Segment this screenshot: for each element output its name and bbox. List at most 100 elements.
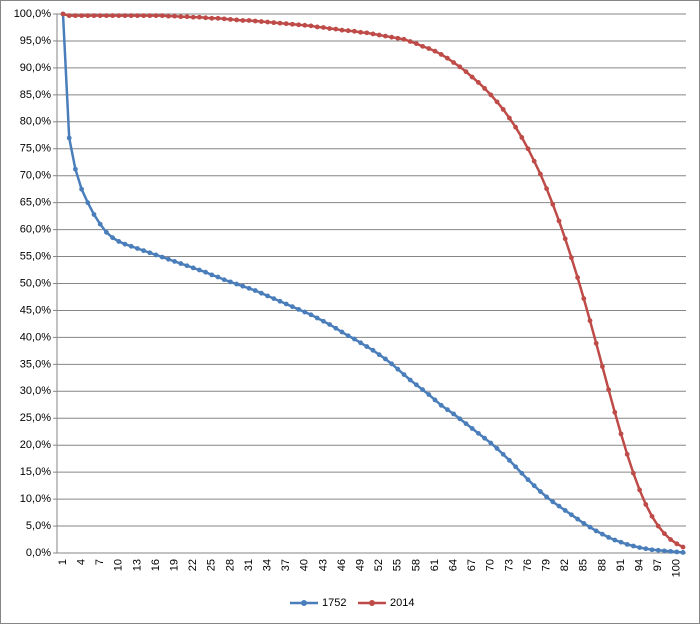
point — [674, 549, 680, 555]
point — [612, 537, 618, 543]
point — [643, 502, 649, 507]
x-tick-label: 16 — [150, 559, 162, 571]
point — [624, 541, 630, 547]
x-tick-label: 40 — [299, 559, 311, 571]
point — [668, 548, 673, 554]
point — [73, 166, 78, 172]
point — [531, 483, 537, 489]
point — [153, 13, 159, 19]
point — [358, 29, 363, 35]
point — [631, 543, 636, 549]
x-tick-label: 70 — [485, 559, 497, 571]
point — [407, 377, 413, 383]
point — [519, 470, 525, 476]
y-tick-label: 5,0% — [26, 520, 51, 532]
point — [228, 16, 233, 22]
point — [116, 13, 122, 19]
point — [283, 301, 289, 307]
point — [215, 15, 221, 21]
point — [432, 397, 438, 403]
point — [345, 333, 351, 339]
point — [85, 200, 91, 206]
x-tick-label: 79 — [541, 559, 553, 571]
point — [73, 13, 78, 19]
x-tick-label: 7 — [94, 559, 106, 565]
point — [259, 19, 264, 24]
point — [593, 340, 599, 346]
point — [166, 13, 171, 19]
series — [60, 11, 686, 550]
point — [494, 99, 500, 105]
point — [513, 464, 518, 470]
y-tick-label: 25,0% — [20, 412, 51, 424]
point — [569, 512, 574, 518]
x-tick-label: 73 — [503, 559, 515, 571]
point — [277, 298, 283, 304]
point — [283, 21, 289, 27]
point — [519, 135, 525, 140]
point — [544, 186, 549, 192]
point — [135, 13, 140, 19]
point — [655, 547, 661, 553]
y-tick-label: 85,0% — [20, 89, 51, 101]
point — [215, 274, 221, 280]
point — [66, 13, 72, 19]
point — [190, 14, 196, 20]
legend-label: 2014 — [390, 597, 414, 609]
point — [606, 387, 611, 393]
point — [606, 534, 611, 540]
point — [290, 21, 295, 27]
point — [277, 20, 283, 26]
point — [476, 430, 481, 436]
point — [265, 293, 270, 299]
point — [376, 32, 382, 38]
point — [407, 39, 413, 44]
y-tick-label: 90,0% — [20, 62, 51, 74]
y-tick-label: 95,0% — [20, 35, 51, 47]
point — [104, 13, 109, 19]
point — [445, 55, 450, 61]
point — [395, 366, 401, 372]
x-tick-label: 67 — [466, 559, 478, 571]
point — [209, 272, 215, 278]
point — [333, 26, 339, 32]
point — [587, 524, 593, 530]
point — [457, 416, 463, 422]
point — [271, 20, 277, 26]
point — [265, 19, 270, 25]
x-tick-label: 100 — [671, 559, 683, 577]
point — [538, 171, 543, 177]
point — [190, 265, 196, 271]
x-tick-label: 19 — [169, 559, 181, 571]
point — [507, 457, 512, 463]
x-tick-label: 37 — [280, 559, 292, 571]
point — [600, 364, 605, 369]
point — [550, 499, 556, 505]
point — [538, 489, 543, 494]
point — [643, 546, 649, 552]
point — [339, 329, 345, 335]
point — [271, 296, 277, 301]
point — [327, 322, 332, 327]
point — [420, 387, 425, 393]
point — [383, 33, 388, 39]
point — [500, 107, 506, 112]
point — [141, 13, 147, 19]
y-tick-label: 50,0% — [20, 277, 51, 289]
point — [469, 426, 475, 431]
point — [97, 221, 103, 227]
x-tick-label: 58 — [410, 559, 422, 571]
x-tick-label: 97 — [652, 559, 664, 571]
point — [116, 239, 122, 244]
point — [438, 52, 444, 57]
point — [662, 531, 667, 536]
point — [401, 372, 407, 377]
point — [166, 256, 171, 262]
point — [432, 48, 438, 54]
y-tick-label: 75,0% — [20, 143, 51, 155]
point — [562, 508, 568, 513]
point — [556, 503, 562, 509]
point — [581, 296, 587, 301]
point — [575, 516, 580, 522]
point — [476, 80, 481, 85]
